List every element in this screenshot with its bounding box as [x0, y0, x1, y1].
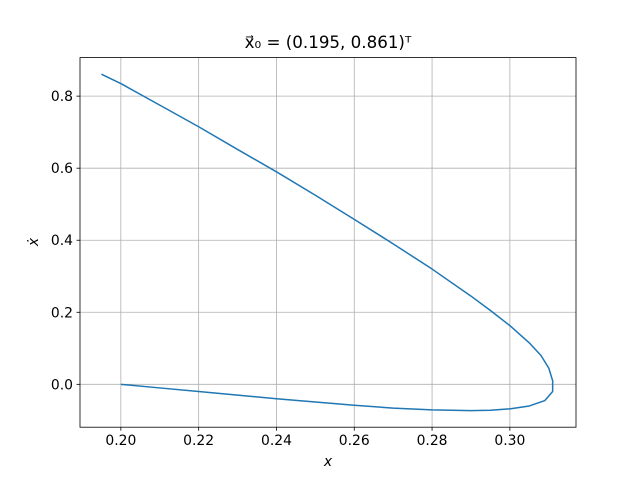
chart-title: x⃗₀ = (0.195, 0.861)ᵀ — [245, 32, 412, 52]
x-tick-label: 0.22 — [183, 433, 214, 449]
x-tick-label: 0.20 — [105, 433, 136, 449]
axes-frame — [79, 57, 577, 428]
y-tick-label: 0.8 — [51, 89, 73, 105]
y-tick-label: 0.4 — [51, 233, 73, 249]
y-axis-label: ẋ — [26, 237, 42, 247]
x-tick-label: 0.26 — [339, 433, 370, 449]
x-tick-label: 0.30 — [494, 433, 525, 449]
x-tick-label: 0.24 — [261, 433, 292, 449]
x-tick-label: 0.28 — [417, 433, 448, 449]
y-tick-label: 0.2 — [51, 305, 73, 321]
y-tick-label: 0.0 — [51, 377, 73, 393]
line-series — [101, 73, 554, 412]
y-tick-label: 0.6 — [51, 161, 73, 177]
x-axis-label: x — [323, 454, 333, 470]
